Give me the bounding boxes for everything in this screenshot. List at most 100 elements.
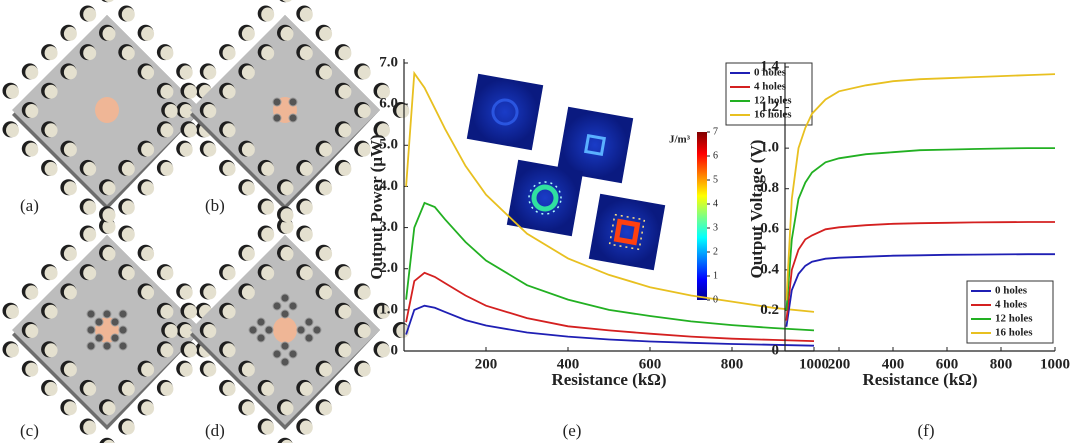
colorbar-tick-label: 6: [713, 150, 718, 161]
small-hole: [249, 326, 257, 334]
hole-wall: [184, 123, 197, 137]
hole-wall: [300, 201, 313, 215]
hole-wall: [83, 201, 96, 215]
hole-wall: [242, 143, 255, 157]
hole-wall: [300, 382, 313, 396]
hole-wall: [122, 46, 135, 60]
hole-wall: [223, 305, 236, 319]
hole-wall: [83, 162, 96, 176]
hole-wall: [64, 143, 77, 157]
small-hole: [257, 318, 265, 326]
hole-wall: [261, 421, 274, 435]
legend-label: 0 holes: [995, 285, 1028, 297]
small-hole: [289, 114, 297, 122]
hole-wall: [103, 401, 116, 415]
panel-label: (a): [20, 196, 39, 215]
colorbar-tick-label: 1: [713, 270, 718, 281]
small-hole: [273, 114, 281, 122]
hole-wall: [242, 65, 255, 79]
small-hole: [281, 342, 289, 350]
hole-wall: [300, 266, 313, 280]
line: [406, 273, 814, 341]
small-hole: [281, 310, 289, 318]
hole-wall: [45, 305, 58, 319]
hole-wall: [338, 305, 351, 319]
hole-wall: [338, 266, 351, 280]
hole-wall: [180, 143, 193, 157]
hole-wall: [358, 324, 371, 338]
center-disk: [273, 317, 297, 343]
hole-wall: [223, 382, 236, 396]
hole-wall: [103, 27, 116, 41]
legend-label: 4 holes: [754, 81, 787, 93]
hole-wall: [45, 46, 58, 60]
hole-wall: [141, 181, 154, 195]
hole-wall: [160, 382, 173, 396]
panel-label: (e): [563, 421, 582, 440]
hole-wall: [160, 305, 173, 319]
x-tick-label: 200: [475, 356, 498, 372]
y-tick-label: 1.2: [760, 99, 779, 115]
hole-wall: [223, 123, 236, 137]
legend-label: 12 holes: [995, 313, 1033, 325]
hole-wall: [141, 247, 154, 261]
small-hole: [289, 302, 297, 310]
small-hole: [95, 334, 103, 342]
hole-wall: [160, 266, 173, 280]
hole-wall: [300, 162, 313, 176]
hole-wall: [165, 104, 178, 118]
hole-wall: [141, 65, 154, 79]
hole-wall: [223, 343, 236, 357]
small-hole: [111, 318, 119, 326]
y-axis-label: Output Power (μW): [367, 134, 386, 279]
hole-wall: [122, 421, 135, 435]
hole-wall: [122, 7, 135, 21]
hole-wall: [261, 46, 274, 60]
hole-wall: [160, 343, 173, 357]
hole-wall: [180, 285, 193, 299]
hole-wall: [358, 65, 371, 79]
hole-wall: [122, 266, 135, 280]
hole-wall: [300, 46, 313, 60]
small-hole: [313, 326, 321, 334]
hole-wall: [358, 363, 371, 377]
hole-wall: [6, 85, 19, 99]
panel-label: (b): [205, 196, 225, 215]
hole-wall: [223, 266, 236, 280]
colorbar-tick-label: 4: [713, 198, 718, 209]
small-hole: [273, 98, 281, 106]
hole-wall: [242, 247, 255, 261]
y-tick-label: 7.0: [379, 54, 398, 70]
small-hole: [119, 342, 127, 350]
hole-wall: [25, 324, 38, 338]
y-tick-label: 0: [772, 342, 780, 358]
panel-label: (d): [205, 421, 225, 440]
hole-wall: [319, 181, 332, 195]
small-hole: [119, 326, 127, 334]
hole-wall: [319, 143, 332, 157]
colorbar: [697, 132, 707, 300]
hole-wall: [338, 343, 351, 357]
hole-wall: [261, 266, 274, 280]
x-tick-label: 800: [721, 356, 744, 372]
hole-wall: [203, 363, 216, 377]
hole-wall: [141, 401, 154, 415]
center-disk: [95, 97, 119, 123]
panel-label: (c): [20, 421, 39, 440]
hole-wall: [180, 363, 193, 377]
hole-wall: [261, 162, 274, 176]
hole-wall: [83, 227, 96, 241]
small-hole: [257, 334, 265, 342]
hole-wall: [83, 382, 96, 396]
hole-wall: [203, 324, 216, 338]
y-tick-label: 0.2: [760, 302, 779, 318]
hole-wall: [319, 27, 332, 41]
hole-wall: [25, 143, 38, 157]
hole-wall: [377, 343, 390, 357]
hole-wall: [122, 162, 135, 176]
hole-wall: [64, 401, 77, 415]
hole-wall: [83, 266, 96, 280]
colorbar-tick-label: 5: [713, 174, 718, 185]
small-hole: [281, 294, 289, 302]
hole-wall: [25, 104, 38, 118]
